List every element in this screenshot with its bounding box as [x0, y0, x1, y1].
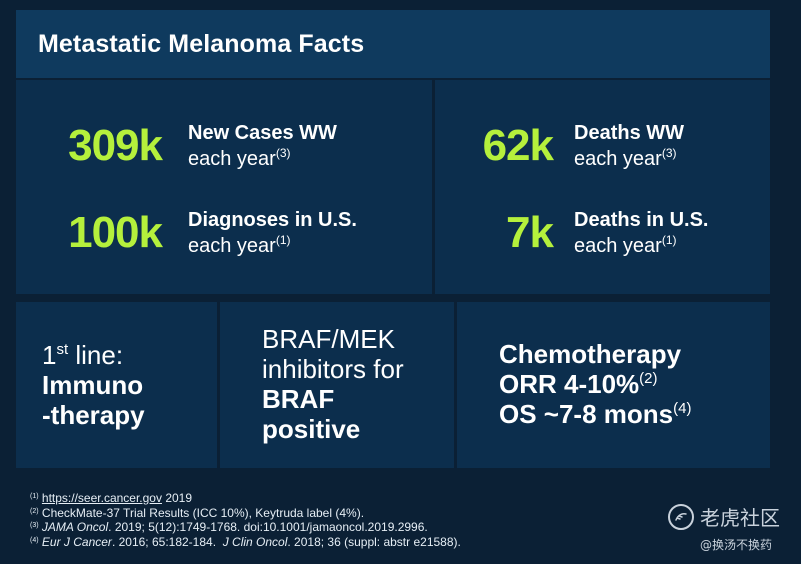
- stat-label: Deaths in U.S.: [574, 209, 709, 231]
- stat-deaths-ww: 62k Deaths WW each year(3): [453, 120, 684, 172]
- stat-label: New Cases WW: [188, 122, 337, 144]
- braf-box: BRAF/MEK inhibitors for BRAF positive: [220, 302, 454, 468]
- stat-desc: Deaths WW each year(3): [574, 120, 684, 172]
- chemo-box: Chemotherapy ORR 4-10%(2) OS ~7-8 mons(4…: [457, 302, 770, 468]
- stat-label: Deaths WW: [574, 122, 684, 144]
- stat-sub: each year(1): [574, 233, 677, 257]
- first-line-text: 1st line: Immuno -therapy: [42, 340, 145, 430]
- stat-desc: New Cases WW each year(3): [188, 120, 337, 172]
- stat-deaths-us: 7k Deaths in U.S. each year(1): [453, 207, 708, 259]
- braf-text: BRAF/MEK inhibitors for BRAF positive: [262, 324, 404, 444]
- stat-value: 100k: [68, 208, 163, 257]
- footnotes: (1) https://seer.cancer.gov 2019 (2) Che…: [30, 491, 590, 549]
- watermark: 老虎社区: [668, 502, 780, 531]
- stat-sub: each year(1): [188, 233, 291, 257]
- stat-diagnoses-us: 100k Diagnoses in U.S. each year(1): [44, 207, 357, 259]
- footnote-4: (4) Eur J Cancer. 2016; 65:182-184. J Cl…: [30, 534, 461, 549]
- stat-sub: each year(3): [188, 146, 291, 170]
- stat-desc: Diagnoses in U.S. each year(1): [188, 207, 357, 259]
- stat-label: Diagnoses in U.S.: [188, 209, 357, 231]
- page-title: Metastatic Melanoma Facts: [38, 29, 365, 58]
- watermark-handle: @换汤不换药: [700, 538, 773, 552]
- footnote-2: (2) CheckMate-37 Trial Results (ICC 10%)…: [30, 505, 365, 520]
- stats-panel-right: 62k Deaths WW each year(3) 7k Deaths in …: [435, 80, 770, 294]
- stat-value: 309k: [68, 121, 163, 170]
- stat-desc: Deaths in U.S. each year(1): [574, 207, 708, 259]
- stat-new-cases: 309k New Cases WW each year(3): [44, 120, 337, 172]
- stats-panel-left: 309k New Cases WW each year(3) 100k Diag…: [16, 80, 432, 294]
- watermark-text: 老虎社区: [700, 506, 780, 530]
- stat-value: 62k: [482, 121, 554, 170]
- chemo-text: Chemotherapy ORR 4-10%(2) OS ~7-8 mons(4…: [499, 339, 692, 429]
- first-line-box: 1st line: Immuno -therapy: [16, 302, 217, 468]
- stat-value: 7k: [506, 208, 554, 257]
- footnote-3: (3) JAMA Oncol. 2019; 5(12):1749-1768. d…: [30, 520, 428, 534]
- footnote-1: (1) https://seer.cancer.gov 2019: [30, 491, 193, 505]
- title-bar: Metastatic Melanoma Facts: [16, 10, 770, 78]
- stat-sub: each year(3): [574, 146, 677, 170]
- seer-link[interactable]: https://seer.cancer.gov: [41, 491, 162, 505]
- tiger-logo-icon: [668, 503, 694, 530]
